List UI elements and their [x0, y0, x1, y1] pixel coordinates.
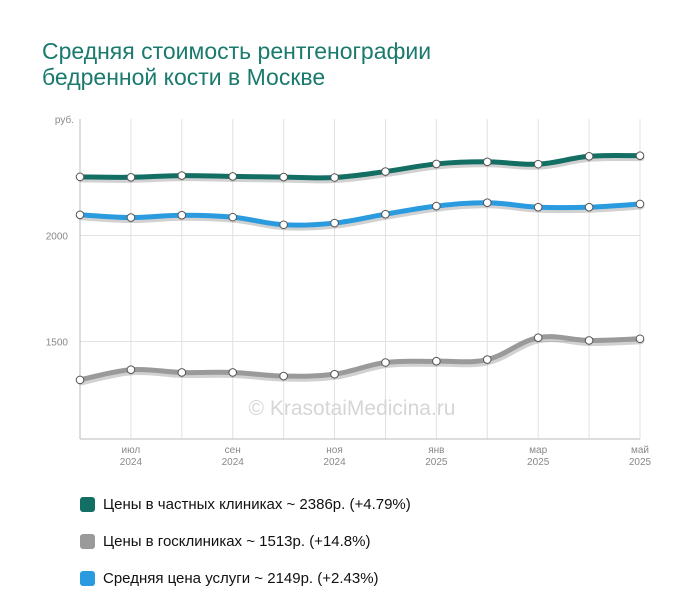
series-line [77, 334, 643, 383]
series-line [77, 200, 643, 228]
data-point [228, 212, 238, 222]
data-point [177, 368, 187, 377]
x-tick-year: 2025 [425, 457, 448, 468]
data-point [533, 333, 543, 343]
x-tick-year: 2024 [120, 457, 143, 468]
x-tick-month: июл [122, 445, 141, 456]
legend-label: Цены в госклиниках ~ 1513р. (+14.8%) [103, 533, 371, 550]
x-tick-month: сен [225, 445, 241, 456]
x-tick-month: янв [428, 445, 444, 456]
data-point [482, 198, 492, 208]
data-point [482, 355, 492, 364]
data-point [381, 167, 390, 176]
legend-item-average[interactable]: Средняя цена услуги ~ 2149р. (+2.43%) [80, 560, 411, 597]
x-tick-month: ноя [326, 445, 343, 456]
y-unit-label: руб. [55, 114, 74, 126]
data-point [432, 159, 441, 169]
data-point [432, 356, 441, 366]
data-point [177, 171, 187, 180]
data-point [126, 172, 136, 182]
series-line [77, 152, 643, 181]
data-point [228, 172, 238, 181]
data-point [75, 172, 85, 182]
legend-item-private[interactable]: Цены в частных клиниках ~ 2386р. (+4.79%… [80, 486, 411, 523]
legend: Цены в частных клиниках ~ 2386р. (+4.79%… [80, 486, 411, 597]
data-point [279, 371, 288, 381]
x-tick-year: 2024 [222, 457, 245, 468]
legend-swatch [80, 497, 95, 512]
watermark: © KrasotaiMedicina.ru [249, 397, 456, 420]
data-point [381, 209, 390, 219]
data-point [177, 210, 187, 220]
data-point [635, 151, 645, 160]
data-point [75, 375, 85, 385]
data-point [533, 202, 543, 212]
x-tick-year: 2024 [323, 457, 346, 468]
data-point [584, 151, 594, 161]
chart-title-line-2: бедренной кости в Москве [42, 64, 326, 90]
y-tick-label: 2000 [46, 232, 69, 243]
x-tick-year: 2025 [629, 457, 652, 468]
legend-label: Средняя цена услуги ~ 2149р. (+2.43%) [103, 570, 379, 587]
data-point [635, 199, 645, 209]
data-point [126, 213, 136, 222]
legend-swatch [80, 571, 95, 586]
chart-title-line-1: Средняя стоимость рентгенографии [42, 38, 432, 64]
data-point [584, 202, 594, 212]
data-point [330, 173, 339, 182]
data-point [482, 157, 492, 167]
data-point [330, 218, 339, 228]
x-tick-year: 2025 [527, 457, 550, 468]
chart-area: 15002000руб.июл2024сен2024ноя2024янв2025… [46, 114, 652, 468]
y-tick-label: 1500 [46, 338, 69, 349]
data-point [635, 334, 645, 344]
data-point [432, 201, 441, 211]
data-point [75, 210, 85, 220]
data-point [533, 159, 543, 169]
legend-item-public[interactable]: Цены в госклиниках ~ 1513р. (+14.8%) [80, 523, 411, 560]
legend-label: Цены в частных клиниках ~ 2386р. (+4.79%… [103, 496, 411, 513]
x-tick-month: май [631, 445, 649, 456]
data-point [584, 336, 594, 345]
data-point [381, 358, 390, 367]
x-tick-month: мар [529, 445, 547, 456]
data-point [279, 220, 288, 230]
series-line-shadow [77, 335, 645, 386]
data-point [126, 365, 136, 375]
data-point [330, 369, 339, 379]
legend-swatch [80, 534, 95, 549]
data-point [228, 368, 238, 377]
data-point [279, 172, 288, 182]
chart-title: Средняя стоимость рентгенографии бедренн… [42, 38, 662, 90]
